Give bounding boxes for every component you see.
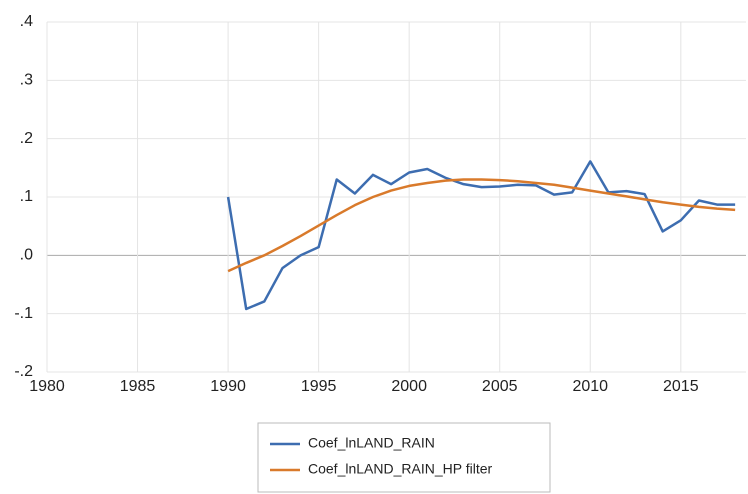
- legend-label: Coef_lnLAND_RAIN: [308, 435, 435, 451]
- x-tick-label: 2000: [391, 378, 427, 395]
- x-tick-label: 1990: [210, 378, 246, 395]
- x-tick-label: 1980: [29, 378, 65, 395]
- x-tick-label: 1995: [301, 378, 337, 395]
- y-tick-label: .4: [20, 13, 33, 30]
- x-tick-label: 2015: [663, 378, 699, 395]
- x-tick-label: 2005: [482, 378, 518, 395]
- y-tick-label: .2: [20, 130, 33, 147]
- series-line: [227, 178, 736, 273]
- x-tick-label: 2010: [572, 378, 608, 395]
- legend-box: [257, 422, 551, 493]
- y-tick-label: .0: [20, 247, 33, 264]
- legend-label: Coef_lnLAND_RAIN_HP filter: [308, 461, 492, 477]
- y-tick-label: -.2: [14, 363, 33, 380]
- series-line: [226, 160, 736, 311]
- y-tick-label: -.1: [14, 305, 33, 322]
- x-tick-label: 1985: [120, 378, 156, 395]
- y-tick-label: .3: [20, 72, 33, 89]
- y-tick-label: .1: [20, 188, 33, 205]
